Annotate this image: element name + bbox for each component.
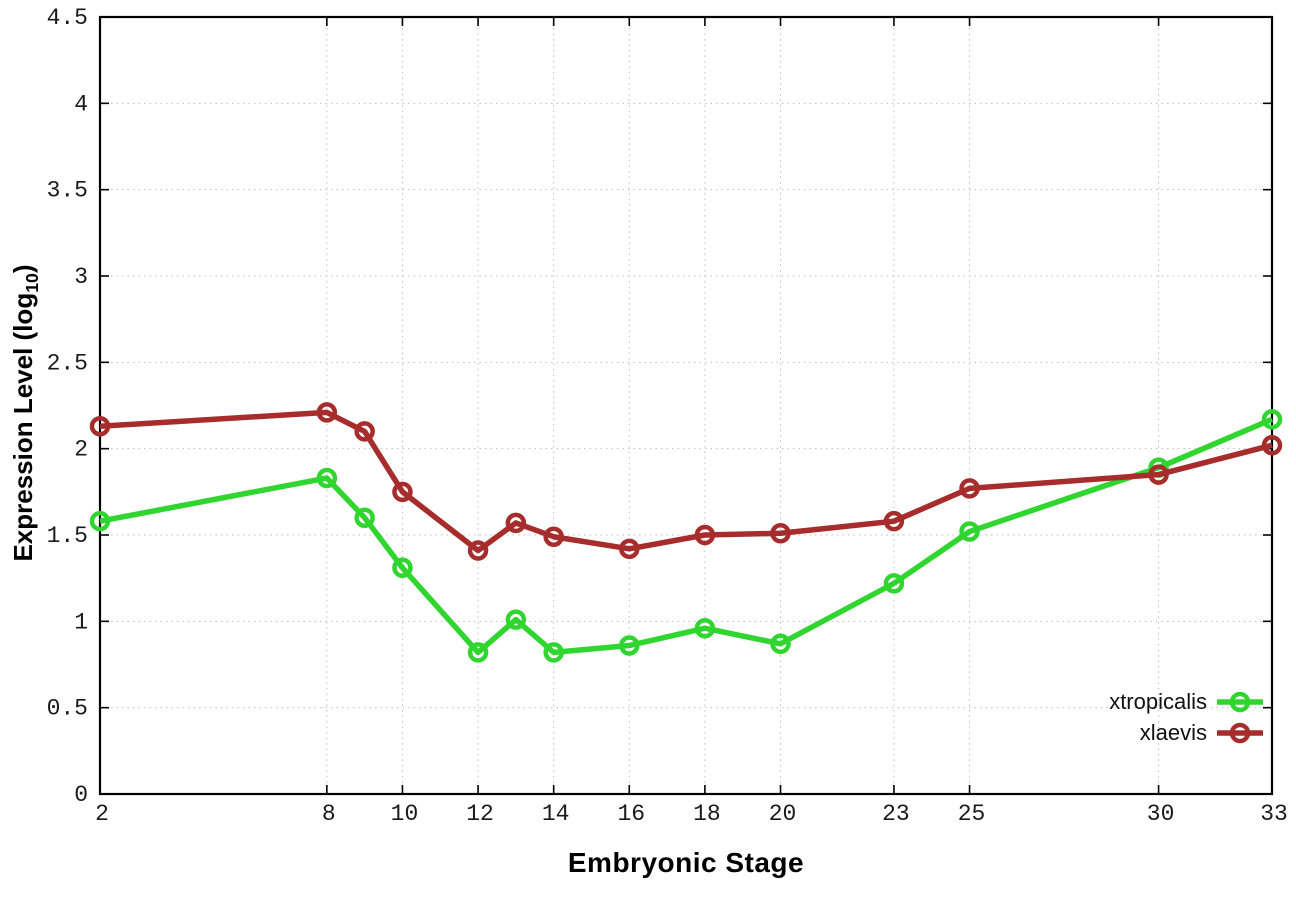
data-point-xtropicalis <box>770 633 791 655</box>
y-tick-label: 4.5 <box>47 5 88 31</box>
data-point-xlaevis <box>543 526 564 547</box>
x-tick-label: 33 <box>1260 801 1288 827</box>
x-tick-label: 18 <box>693 801 721 827</box>
data-point-xtropicalis <box>89 510 111 532</box>
y-axis-title-text: Expression Level (log <box>8 292 38 562</box>
x-tick-label: 30 <box>1147 801 1175 827</box>
x-tick-label: 23 <box>882 801 910 827</box>
x-tick-label: 20 <box>769 801 797 827</box>
data-point-xtropicalis <box>694 617 716 639</box>
x-tick-label: 2 <box>95 801 109 827</box>
data-point-xlaevis <box>392 481 413 503</box>
legend-label-xtropicalis: xtropicalis <box>1109 688 1207 714</box>
data-point-xlaevis <box>959 478 980 499</box>
x-tick-label: 10 <box>391 801 419 827</box>
legend-label-xlaevis: xlaevis <box>1139 719 1207 745</box>
y-tick-label: 4 <box>74 91 88 117</box>
data-point-xtropicalis <box>543 642 564 663</box>
data-point-xtropicalis <box>1261 409 1283 430</box>
x-tick-label: 14 <box>542 801 570 827</box>
y-tick-label: 3 <box>74 264 88 290</box>
data-point-xlaevis <box>619 538 640 560</box>
data-point-xtropicalis <box>316 467 338 489</box>
data-point-xtropicalis <box>505 609 527 630</box>
legend-sample-xlaevis <box>1217 722 1263 743</box>
data-point-xlaevis <box>467 540 489 561</box>
legend-item-xlaevis: xlaevis <box>1109 717 1264 748</box>
y-tick-label: 1 <box>74 609 88 635</box>
data-point-xtropicalis <box>354 507 375 528</box>
data-point-xlaevis <box>883 510 905 532</box>
x-tick-label: 12 <box>466 801 494 827</box>
series-line-xlaevis <box>99 409 1273 554</box>
data-point-xlaevis <box>1148 464 1169 485</box>
y-tick-label: 2.5 <box>47 350 88 376</box>
legend-marker-circle-icon <box>1216 688 1264 716</box>
data-point-xlaevis <box>316 402 338 423</box>
data-point-xlaevis <box>505 512 527 534</box>
y-tick-label: 0 <box>74 782 88 808</box>
legend-sample-xtropicalis <box>1217 691 1263 712</box>
data-point-xtropicalis <box>959 521 980 542</box>
legend-item-xtropicalis: xtropicalis <box>1109 686 1264 717</box>
data-point-xtropicalis <box>467 642 489 663</box>
data-point-xlaevis <box>89 415 111 437</box>
y-tick-label: 1.5 <box>47 523 88 549</box>
x-tick-label: 25 <box>958 801 986 827</box>
y-tick-label: 2 <box>74 437 88 463</box>
y-tick-label: 0.5 <box>47 696 88 722</box>
data-point-xlaevis <box>770 523 791 544</box>
legend-marker-circle-icon <box>1216 719 1264 747</box>
series-line-xtropicalis <box>99 416 1274 656</box>
data-point-xlaevis <box>354 421 375 442</box>
data-point-xtropicalis <box>392 557 413 579</box>
y-axis-title-suffix: ) <box>8 264 38 274</box>
y-axis-title: Expression Level (log10) <box>8 218 43 608</box>
plot-border <box>98 15 1274 796</box>
data-point-xlaevis <box>1261 434 1283 456</box>
legend: xtropicalis xlaevis <box>1109 686 1264 748</box>
y-axis-title-subscript: 10 <box>22 273 43 293</box>
x-axis-title: Embryonic Stage <box>567 847 805 878</box>
data-point-xlaevis <box>694 524 716 546</box>
x-tick-label: 8 <box>322 801 336 827</box>
data-point-xtropicalis <box>883 573 905 594</box>
x-tick-label: 16 <box>617 801 645 827</box>
y-tick-label: 3.5 <box>47 178 88 204</box>
data-point-xtropicalis <box>619 635 640 656</box>
